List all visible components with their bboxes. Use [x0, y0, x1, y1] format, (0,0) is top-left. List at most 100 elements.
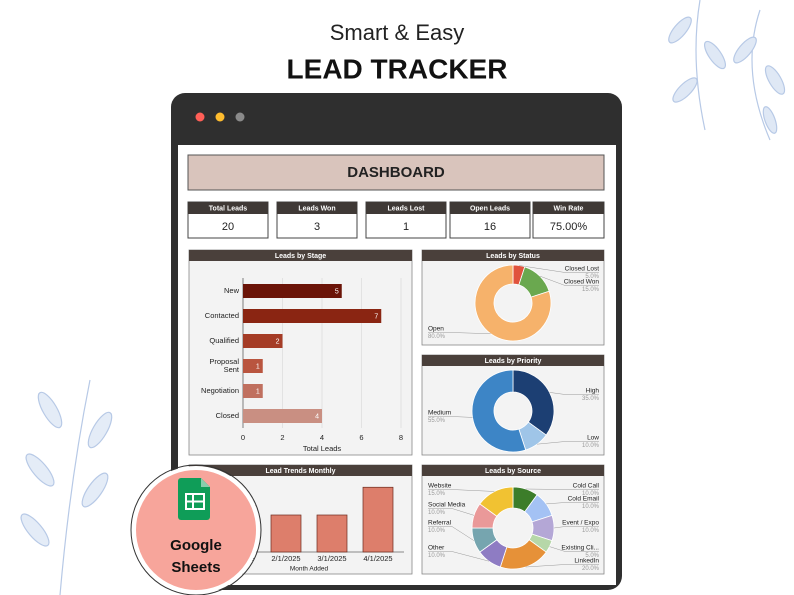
leader-line — [428, 551, 489, 562]
slice-label: Closed Won — [564, 279, 600, 286]
leader-line — [546, 502, 599, 505]
leader-line — [428, 526, 475, 541]
bar-value-label: 2 — [276, 338, 280, 345]
leader-line — [537, 441, 599, 445]
y-tick-label: Contacted — [204, 311, 239, 320]
slice-label: Website — [428, 483, 452, 490]
slice-value-label: 10.0% — [582, 443, 600, 449]
leader-line — [553, 526, 599, 529]
chart-title: Leads by Priority — [485, 358, 542, 365]
x-tick-label: 4 — [320, 433, 324, 442]
chart-title: Leads by Source — [485, 468, 541, 475]
kpi-header — [366, 202, 446, 214]
slice-value-label: 20.0% — [582, 566, 600, 572]
bar-value-label: 5 — [335, 288, 339, 295]
leaf — [672, 77, 698, 103]
window-dot — [235, 112, 245, 122]
slice-label: Open — [428, 326, 444, 333]
leader-line — [549, 392, 599, 395]
y-tick-label: Closed — [215, 411, 239, 420]
leader-line — [428, 416, 473, 418]
bar — [243, 334, 283, 348]
sheets-icon-fold — [201, 478, 210, 487]
leaf — [668, 16, 692, 44]
bar-value-label: 1 — [256, 388, 260, 395]
slice-value-label: 55.0% — [428, 418, 446, 424]
window-dot — [215, 112, 225, 122]
leaf — [81, 472, 109, 508]
slice-value-label: 15.0% — [428, 491, 446, 497]
slice-label: Cold Email — [568, 496, 600, 503]
x-tick-label: 8 — [399, 433, 403, 442]
leaves-bottom-left — [20, 379, 113, 595]
dashboard-title: DASHBOARD — [347, 164, 445, 181]
bar — [243, 284, 342, 298]
y-tick-label: Proposal Sent — [209, 357, 239, 374]
pie-slice — [474, 264, 552, 342]
chart-header — [422, 250, 604, 261]
slice-value-label: 15.0% — [582, 287, 600, 293]
slice-value-label: 10.0% — [582, 528, 600, 534]
slice-label: Existing Cli... — [561, 545, 599, 552]
pie-slice — [471, 369, 527, 453]
slice-value-label: 80.0% — [428, 334, 446, 340]
kpi-label: Win Rate — [554, 205, 584, 212]
slice-label: Social Media — [428, 502, 466, 509]
x-tick-label: 2 — [280, 433, 284, 442]
bar-value-label: 4 — [315, 413, 319, 420]
bar — [243, 309, 382, 323]
leader-line — [525, 564, 599, 568]
y-tick-label: New — [223, 286, 239, 295]
stem — [59, 379, 91, 595]
x-tick-label: 0 — [241, 433, 245, 442]
slice-value-label: 5.0% — [585, 553, 599, 559]
kpi-value: 1 — [403, 221, 409, 233]
kpi-header — [533, 202, 604, 214]
kpi-label: Total Leads — [209, 205, 247, 212]
x-tick-label: 3/1/2025 — [317, 554, 346, 563]
kpi-header — [277, 202, 357, 214]
kpi-value: 75.00% — [550, 221, 588, 233]
y-tick-label: Negotiation — [201, 386, 239, 395]
slice-value-label: 10.0% — [428, 553, 446, 559]
x-axis-title: Total Leads — [303, 444, 342, 453]
badge-ring — [130, 464, 262, 595]
kpi-label: Leads Won — [298, 205, 335, 212]
bar — [270, 514, 302, 553]
chart-header — [422, 355, 604, 366]
slice-value-label: 10.0% — [582, 491, 600, 497]
leaves-top-right — [668, 0, 786, 141]
bar — [243, 384, 263, 398]
slice-label: High — [586, 388, 600, 395]
bar — [362, 486, 394, 553]
leaf — [37, 391, 63, 429]
slice-label: Medium — [428, 410, 451, 417]
pie-slice — [479, 486, 514, 517]
x-tick-label: 6 — [359, 433, 363, 442]
leader-line — [518, 265, 599, 273]
chart-header — [189, 250, 412, 261]
slice-label: LinkedIn — [574, 558, 599, 565]
stem — [695, 0, 706, 131]
title: LEAD TRACKER — [287, 53, 508, 84]
badge-text: Google — [170, 537, 222, 554]
leaf — [87, 411, 113, 449]
leader-line — [539, 275, 599, 286]
leaf — [762, 106, 778, 134]
kpi-header — [188, 202, 268, 214]
kpi-header — [450, 202, 530, 214]
x-tick-label: 4/1/2025 — [363, 554, 392, 563]
badge — [132, 466, 260, 594]
kpi-label: Open Leads — [470, 205, 510, 212]
slice-label: Closed Lost — [565, 266, 600, 273]
chart-title: Leads by Stage — [275, 253, 326, 260]
leaf — [764, 65, 786, 95]
slice-label: Event / Expo — [562, 520, 599, 527]
chart-header — [189, 465, 412, 476]
leader-line — [428, 508, 475, 516]
badge-text: Sheets — [171, 559, 220, 576]
leader-line — [428, 332, 491, 334]
y-tick-label: Qualified — [209, 336, 239, 345]
x-axis-title: Month Added — [290, 566, 329, 573]
